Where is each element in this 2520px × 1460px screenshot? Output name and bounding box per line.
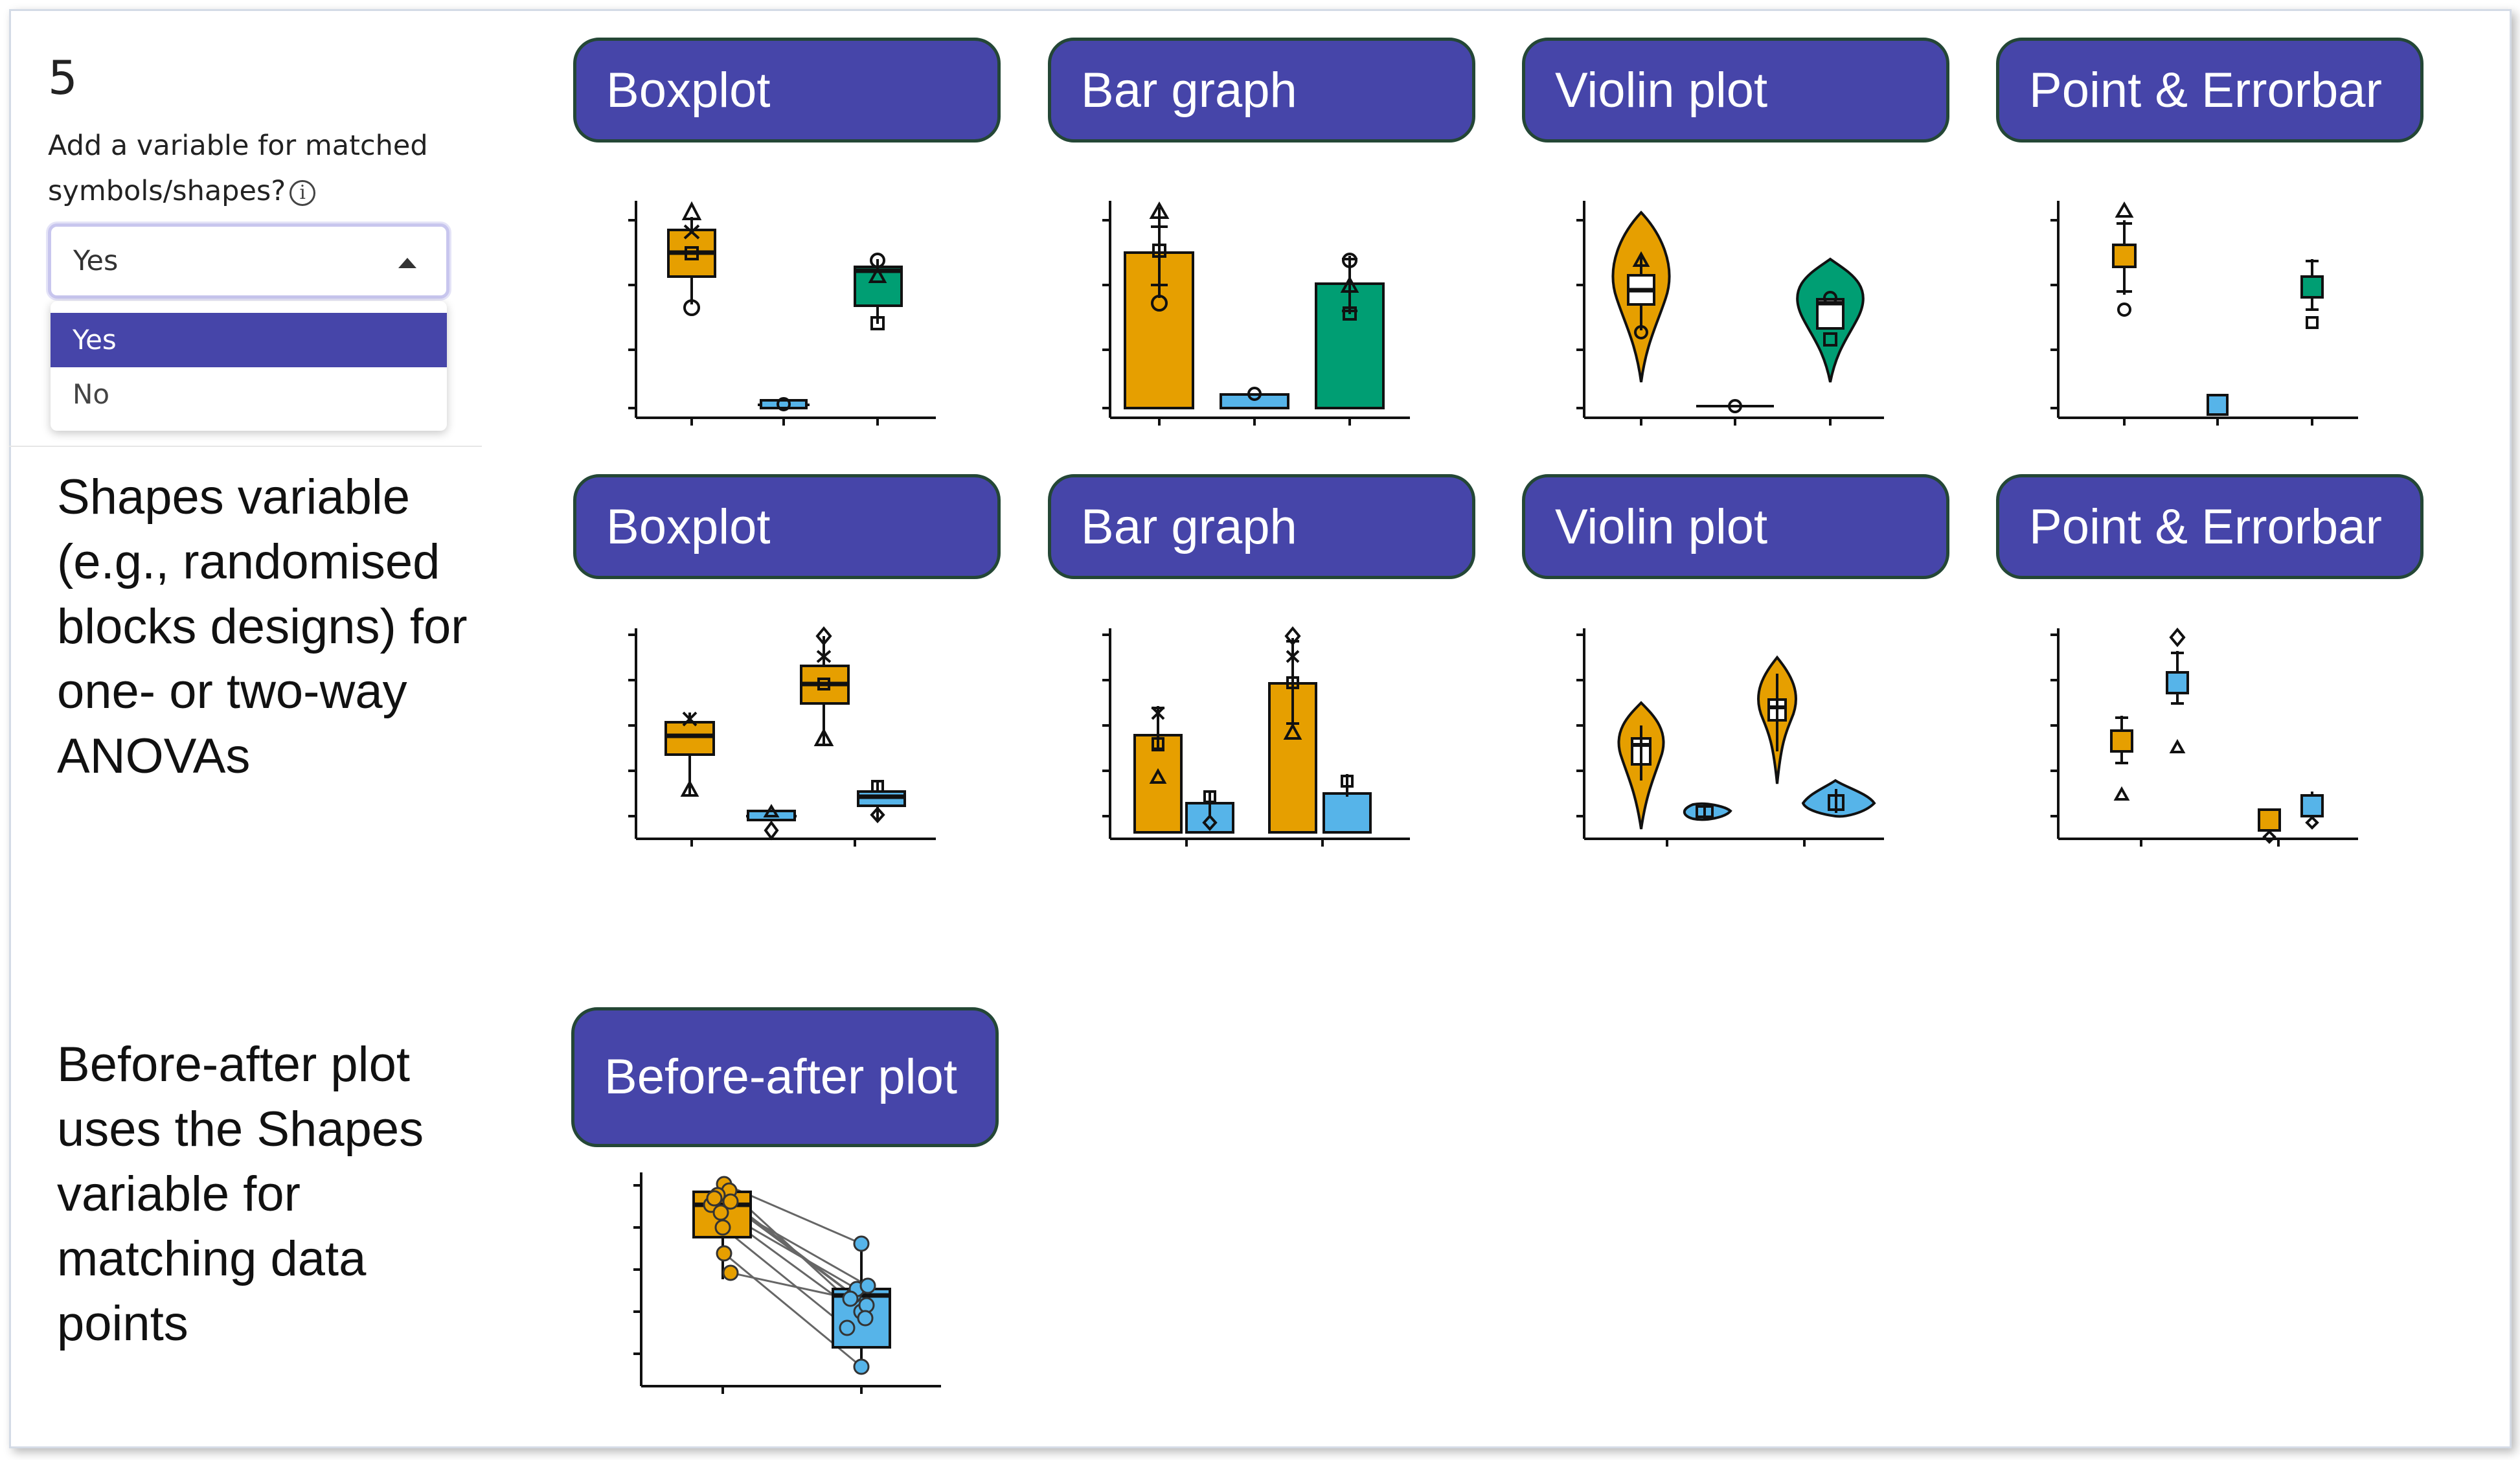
bar-graph-shapes-button[interactable]: Bar graph [1048, 474, 1475, 579]
shapes-description-line: blocks designs) for [57, 599, 468, 654]
violin-plot-shapes-thumbnail[interactable] [1570, 622, 1894, 855]
select-value[interactable]: Yes [73, 245, 119, 277]
shapes-variable-select[interactable]: Yes [48, 223, 449, 299]
violin-plot-thumbnail[interactable] [1570, 194, 1894, 428]
point-errorbar-shapes-button[interactable]: Point & Errorbar [1996, 474, 2424, 579]
bar-graph-shapes-thumbnail[interactable] [1096, 622, 1420, 855]
before-after-description-line: matching data [57, 1231, 367, 1286]
shapes-description: Shapes variable (e.g., randomised blocks… [57, 465, 468, 789]
boxplot-shapes-thumbnail[interactable] [622, 622, 946, 855]
shapes-description-line: one- or two-way [57, 664, 407, 719]
point-errorbar-shapes-thumbnail[interactable] [2044, 622, 2368, 855]
option-no[interactable]: No [73, 378, 110, 410]
dropdown-menu: Yes No [51, 301, 447, 431]
caret-up-icon[interactable] [398, 258, 416, 268]
shapes-description-line: (e.g., randomised [57, 534, 440, 589]
question-label: Add a variable for matched symbols/shape… [48, 123, 462, 214]
option-yes[interactable]: Yes [51, 313, 447, 367]
violin-plot-shapes-button[interactable]: Violin plot [1522, 474, 1949, 579]
shapes-description-line: ANOVAs [57, 729, 251, 784]
boxplot-thumbnail[interactable] [622, 194, 946, 428]
before-after-plot-button[interactable]: Before-after plot [571, 1007, 999, 1147]
bar-graph-button[interactable]: Bar graph [1048, 38, 1475, 143]
before-after-description-line: points [57, 1296, 188, 1351]
violin-plot-button[interactable]: Violin plot [1522, 38, 1949, 143]
step-number: 5 [48, 51, 78, 105]
bar-graph-thumbnail[interactable] [1096, 194, 1420, 428]
before-after-description-line: variable for [57, 1167, 301, 1222]
boxplot-shapes-button[interactable]: Boxplot [573, 474, 1001, 579]
before-after-description: Before-after plot uses the Shapes variab… [57, 1032, 424, 1356]
divider [9, 446, 482, 447]
shapes-description-line: Shapes variable [57, 470, 411, 525]
boxplot-button[interactable]: Boxplot [573, 38, 1001, 143]
before-after-description-line: uses the Shapes [57, 1102, 424, 1157]
before-after-description-line: Before-after plot [57, 1037, 410, 1092]
question-text: Add a variable for matched symbols/shape… [48, 130, 428, 207]
info-icon[interactable]: i [289, 179, 316, 206]
point-errorbar-thumbnail[interactable] [2044, 194, 2368, 428]
point-errorbar-button[interactable]: Point & Errorbar [1996, 38, 2424, 143]
before-after-plot-thumbnail[interactable] [627, 1166, 951, 1399]
